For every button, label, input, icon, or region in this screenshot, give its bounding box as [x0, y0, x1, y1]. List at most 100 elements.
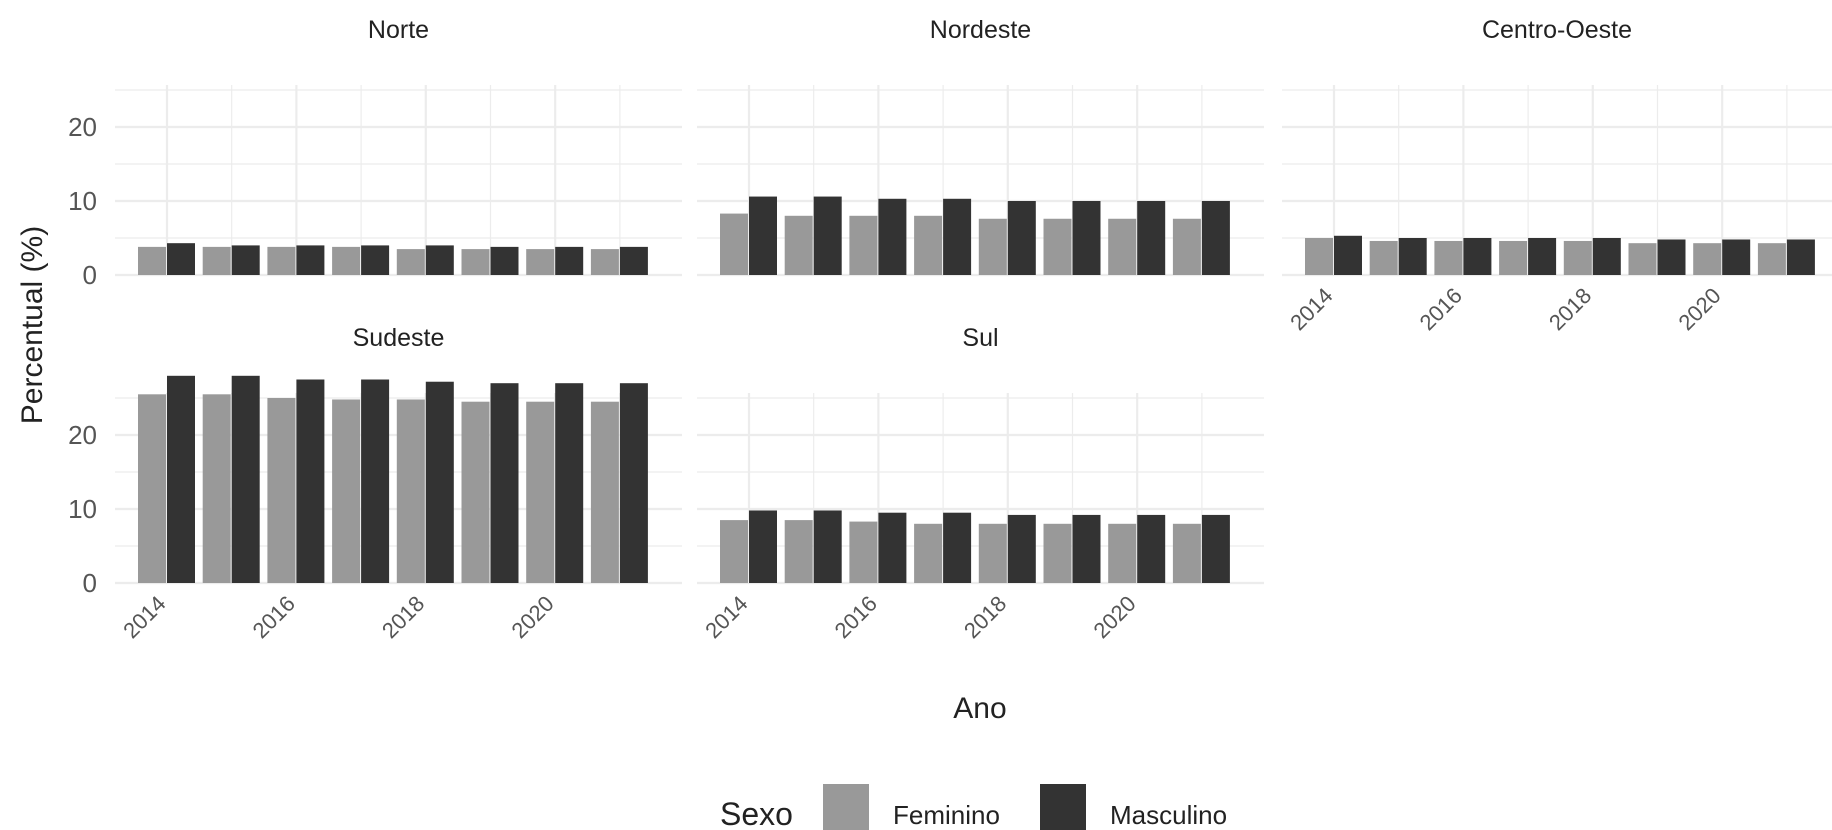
bar-masculino — [1592, 238, 1621, 275]
bar-feminino — [590, 249, 619, 275]
bar-feminino — [202, 394, 231, 583]
panel-sudeste: Sudeste 0 10 20 2014 2016 2018 2020 — [68, 324, 682, 643]
bar-masculino — [231, 245, 260, 275]
bar-masculino — [425, 245, 454, 275]
bar-feminino — [720, 520, 748, 583]
bar-masculino — [1201, 514, 1230, 583]
bar-masculino — [1786, 239, 1815, 275]
legend-swatch-feminino — [823, 784, 869, 830]
legend-label-feminino: Feminino — [893, 800, 1000, 830]
bar-masculino — [749, 196, 777, 275]
bar-feminino — [202, 246, 231, 275]
bar-feminino — [138, 394, 166, 583]
bar-masculino — [296, 245, 325, 275]
x-tick-label: 2018 — [959, 591, 1011, 643]
bar-masculino — [296, 379, 325, 583]
panel-title: Sul — [962, 324, 998, 352]
bar-feminino — [1305, 238, 1333, 275]
bar-feminino — [784, 215, 813, 275]
bar-masculino — [1463, 238, 1492, 275]
bar-masculino — [878, 198, 907, 275]
bar-feminino — [1434, 240, 1463, 275]
panel-centro-oeste: Centro-Oeste 2014 2016 2018 2020 — [1282, 16, 1832, 335]
y-tick-label: 0 — [83, 568, 97, 598]
y-tick-label: 0 — [83, 260, 97, 290]
y-tick-label: 20 — [68, 420, 97, 450]
bar-feminino — [1108, 523, 1137, 583]
bar-masculino — [1528, 238, 1557, 275]
bar-feminino — [1172, 218, 1201, 275]
bar-masculino — [1072, 514, 1101, 583]
panel-title: Sudeste — [353, 324, 445, 352]
panel-nordeste: Nordeste — [697, 16, 1264, 277]
bar-feminino — [914, 215, 943, 275]
panel-norte: Norte 0 10 20 — [68, 16, 682, 290]
bar-masculino — [555, 246, 584, 275]
x-axis-label: Ano — [953, 692, 1006, 725]
x-tick-label: 2020 — [506, 591, 558, 643]
legend-title: Sexo — [720, 796, 793, 830]
bar-masculino — [1722, 239, 1751, 275]
bar-feminino — [138, 246, 166, 275]
panels: Norte 0 10 20 Nordeste Centro-Oeste 2014 2016 20… — [68, 16, 1832, 643]
bar-feminino — [784, 520, 813, 583]
y-tick-label: 20 — [68, 112, 97, 142]
bar-masculino — [490, 383, 519, 583]
bar-masculino — [425, 381, 454, 583]
bar-feminino — [332, 246, 361, 275]
panel-title: Nordeste — [930, 16, 1031, 44]
legend-label-masculino: Masculino — [1110, 800, 1227, 830]
x-tick-label: 2016 — [1415, 283, 1467, 335]
bar-feminino — [1693, 243, 1722, 275]
y-axis-label: Percentual (%) — [16, 226, 49, 424]
bar-masculino — [878, 512, 907, 583]
bar-masculino — [813, 196, 842, 275]
bar-masculino — [167, 375, 195, 583]
bar-masculino — [1072, 201, 1101, 275]
bar-feminino — [1628, 243, 1657, 275]
x-tick-label: 2018 — [377, 591, 429, 643]
bar-feminino — [978, 218, 1007, 275]
x-tick-label: 2016 — [830, 591, 882, 643]
bar-masculino — [361, 379, 390, 583]
panel-sul: Sul 2014 2016 2018 2020 — [697, 324, 1264, 643]
bar-masculino — [1007, 514, 1036, 583]
bar-feminino — [590, 401, 619, 583]
bar-feminino — [1563, 240, 1592, 275]
bar-masculino — [1137, 201, 1166, 275]
bar-masculino — [1657, 239, 1686, 275]
bar-masculino — [749, 510, 777, 583]
bar-feminino — [526, 401, 555, 583]
bar-feminino — [1043, 218, 1072, 275]
bar-masculino — [943, 198, 972, 275]
bar-feminino — [396, 249, 425, 275]
bar-feminino — [1108, 218, 1137, 275]
x-tick-label: 2020 — [1088, 591, 1140, 643]
bar-feminino — [461, 401, 490, 583]
bar-masculino — [1334, 235, 1362, 275]
y-tick-label: 10 — [68, 186, 97, 216]
bar-feminino — [332, 399, 361, 583]
bar-masculino — [490, 246, 519, 275]
bar-masculino — [1398, 238, 1427, 275]
y-tick-label: 10 — [68, 494, 97, 524]
x-tick-label: 2018 — [1544, 283, 1596, 335]
bar-masculino — [943, 512, 972, 583]
bar-feminino — [978, 523, 1007, 583]
bar-feminino — [720, 213, 748, 275]
bar-feminino — [849, 521, 878, 583]
bar-feminino — [849, 215, 878, 275]
panel-title: Centro-Oeste — [1482, 16, 1632, 44]
bar-feminino — [914, 523, 943, 583]
bar-masculino — [231, 375, 260, 583]
bar-masculino — [555, 383, 584, 583]
bar-feminino — [1043, 523, 1072, 583]
bar-feminino — [461, 249, 490, 275]
bar-feminino — [1757, 243, 1786, 275]
x-tick-label: 2020 — [1673, 283, 1725, 335]
legend: Sexo Feminino Masculino — [720, 784, 1227, 830]
bar-feminino — [1172, 523, 1201, 583]
bar-feminino — [267, 246, 296, 275]
bar-feminino — [396, 399, 425, 583]
